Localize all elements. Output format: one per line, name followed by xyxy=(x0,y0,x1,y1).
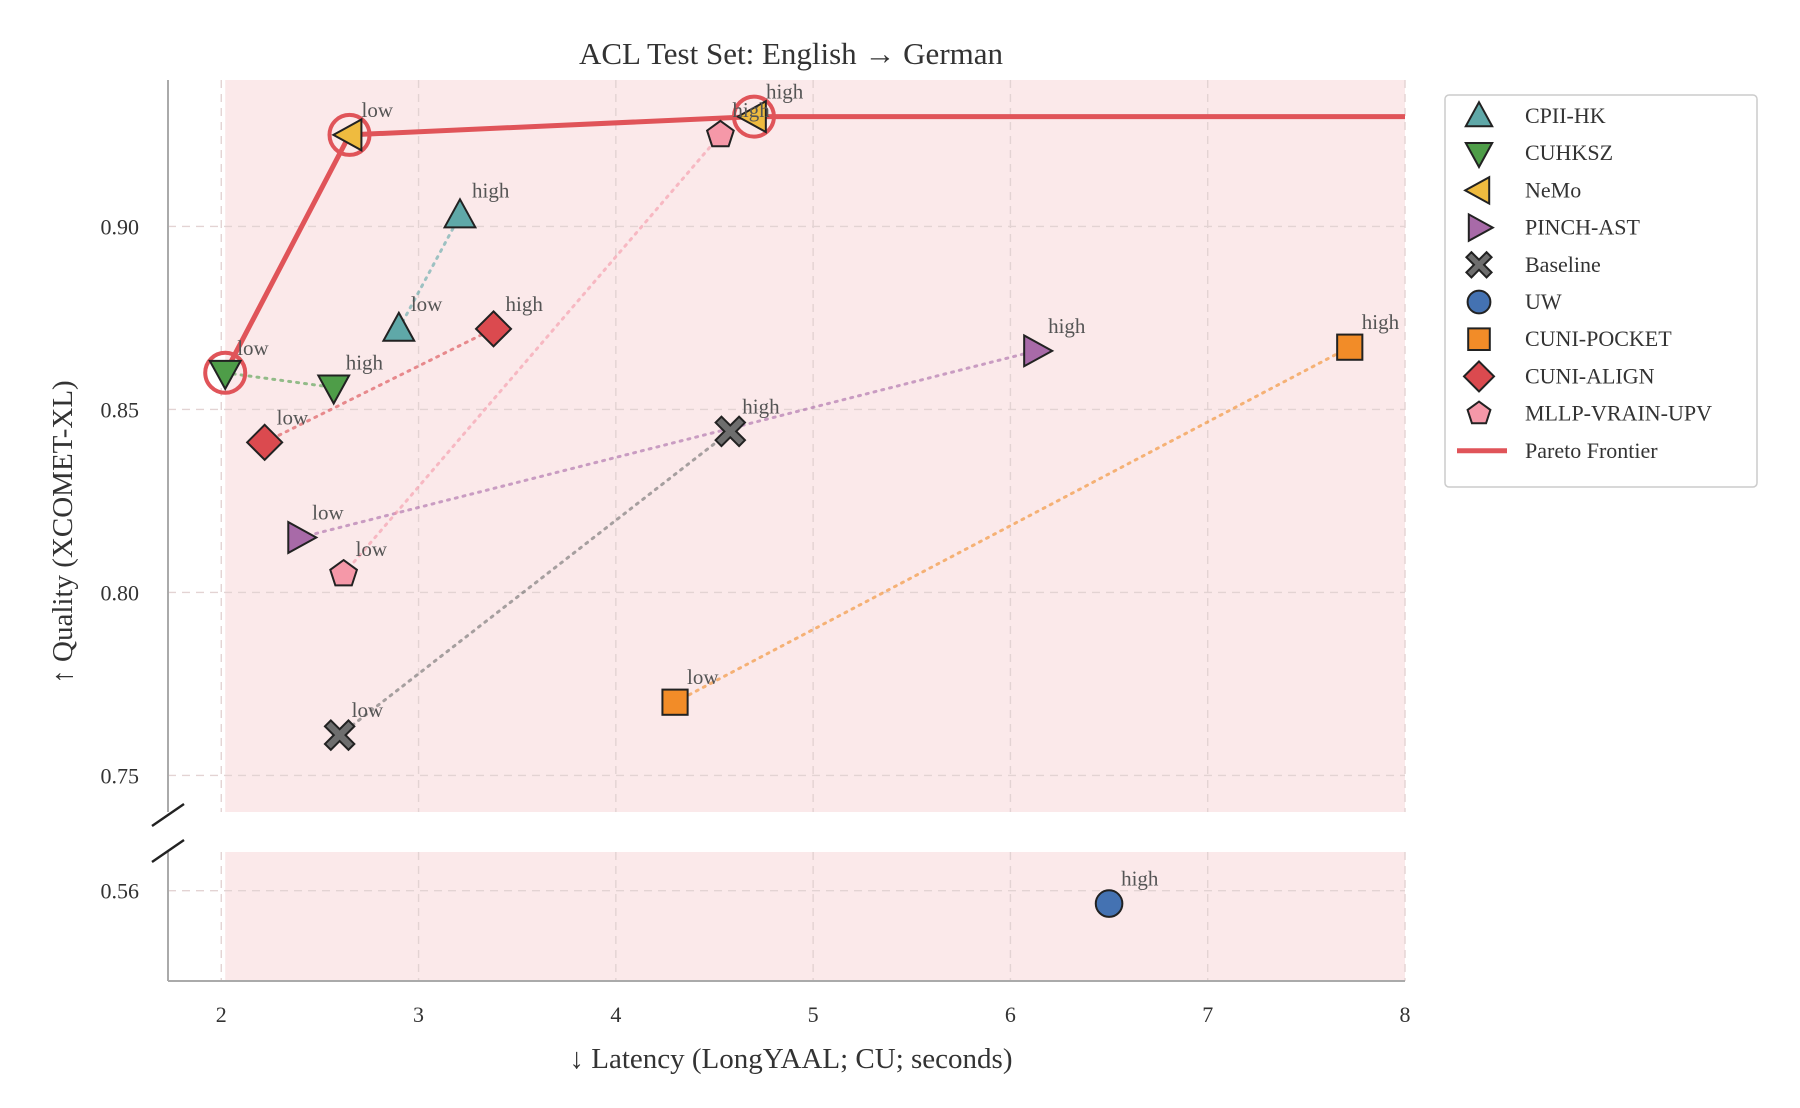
legend-marker xyxy=(1464,142,1494,170)
data-point xyxy=(442,197,478,229)
legend-label: MLLP-VRAIN-UPV xyxy=(1525,401,1712,426)
chart-title: ACL Test Set: English → German xyxy=(579,36,1004,71)
x-axis-label: ↓ Latency (LongYAAL; CU; seconds) xyxy=(570,1043,1013,1075)
series-connector xyxy=(263,327,496,444)
data-point xyxy=(661,688,689,716)
legend-marker xyxy=(1462,359,1496,393)
series-connector xyxy=(342,133,722,576)
y-tick-label: 0.85 xyxy=(101,397,140,422)
y-tick-label: 0.90 xyxy=(101,214,140,239)
point-label: high xyxy=(472,178,510,202)
legend-marker xyxy=(1467,327,1491,351)
x-tick-label: 6 xyxy=(1005,1002,1016,1027)
data-point xyxy=(714,415,747,448)
legend-label: CPII-HK xyxy=(1525,103,1606,128)
legend-marker xyxy=(1466,400,1492,425)
point-label: low xyxy=(356,537,388,561)
data-point xyxy=(323,719,356,752)
legend-label: CUNI-POCKET xyxy=(1525,326,1672,351)
legend-box xyxy=(1444,94,1758,488)
legend-label: CUNI-ALIGN xyxy=(1525,363,1655,388)
axis-break-mark xyxy=(151,839,185,863)
axes xyxy=(151,80,1405,982)
point-label: high xyxy=(1362,310,1400,334)
series-connector xyxy=(397,213,462,331)
point-label: low xyxy=(277,405,309,429)
point-label: high xyxy=(1048,314,1086,338)
point-label: low xyxy=(312,501,344,525)
point-label: high xyxy=(1121,867,1159,891)
legend-marker xyxy=(1467,212,1495,243)
shaded-region-lower xyxy=(225,852,1405,981)
data-markers xyxy=(208,99,1364,918)
data-point xyxy=(331,117,363,152)
legend-label: Baseline xyxy=(1525,252,1601,277)
legend: CPII-HK CUHKSZ NeMo PINCH-AST Baseline UW CUNI… xyxy=(1444,94,1758,488)
x-tick-label: 3 xyxy=(413,1002,424,1027)
y-tick-label: 0.80 xyxy=(101,580,140,605)
point-label: high xyxy=(346,350,384,374)
data-point xyxy=(381,310,416,342)
data-point xyxy=(287,520,319,555)
data-point xyxy=(1094,889,1124,918)
x-tick-label: 5 xyxy=(808,1002,819,1027)
grid-lines xyxy=(168,80,1406,981)
data-point xyxy=(316,374,351,406)
data-point xyxy=(208,359,243,391)
legend-label: NeMo xyxy=(1525,177,1581,202)
legend-marker xyxy=(1463,175,1491,206)
plot-background xyxy=(225,80,1405,981)
x-tick-label: 8 xyxy=(1400,1002,1411,1027)
pareto-frontier-line xyxy=(222,114,1405,374)
data-point xyxy=(474,309,513,348)
data-point xyxy=(1023,333,1055,368)
series-connector xyxy=(673,345,1352,704)
legend-marker xyxy=(1466,289,1492,315)
pareto-point-ring xyxy=(203,350,248,395)
point-label: high xyxy=(732,98,770,122)
data-point xyxy=(329,558,359,587)
series-connector xyxy=(338,429,732,737)
legend-label: UW xyxy=(1525,289,1562,314)
data-point xyxy=(705,119,735,148)
data-point xyxy=(1336,333,1364,361)
tick-labels: 2 3 4 5 6 7 8 0.75 0.80 0.85 0.90 0.56 xyxy=(101,214,1411,1027)
point-label: high xyxy=(766,80,804,104)
pareto-frontier xyxy=(203,94,1405,395)
series-connector xyxy=(298,349,1038,539)
point-label: low xyxy=(362,98,394,122)
shaded-region-upper xyxy=(225,80,1405,812)
pareto-point-ring xyxy=(327,112,372,157)
point-label: high xyxy=(742,394,780,418)
y-tick-label: 0.56 xyxy=(101,879,140,904)
legend-marker xyxy=(1464,100,1494,128)
axis-break-mark xyxy=(151,803,185,827)
pareto-point-ring xyxy=(731,94,776,139)
point-labels: lowhighlowhighlowhighlowhighlowhighhighl… xyxy=(237,80,1399,891)
legend-label: PINCH-AST xyxy=(1525,215,1640,240)
y-axis-label: ↑ Quality (XCOMET-XL) xyxy=(47,380,79,683)
x-tick-label: 2 xyxy=(216,1002,227,1027)
point-label: low xyxy=(237,336,269,360)
data-point xyxy=(245,423,284,462)
y-tick-label: 0.75 xyxy=(101,763,140,788)
x-tick-label: 7 xyxy=(1202,1002,1213,1027)
legend-label: CUHKSZ xyxy=(1525,140,1613,165)
point-label: low xyxy=(411,292,443,316)
x-tick-label: 4 xyxy=(610,1002,621,1027)
data-point xyxy=(735,99,767,134)
legend-marker xyxy=(1464,250,1494,279)
legend-label: Pareto Frontier xyxy=(1525,438,1658,463)
point-label: high xyxy=(506,292,544,316)
point-label: low xyxy=(687,665,719,689)
point-label: low xyxy=(352,698,384,722)
